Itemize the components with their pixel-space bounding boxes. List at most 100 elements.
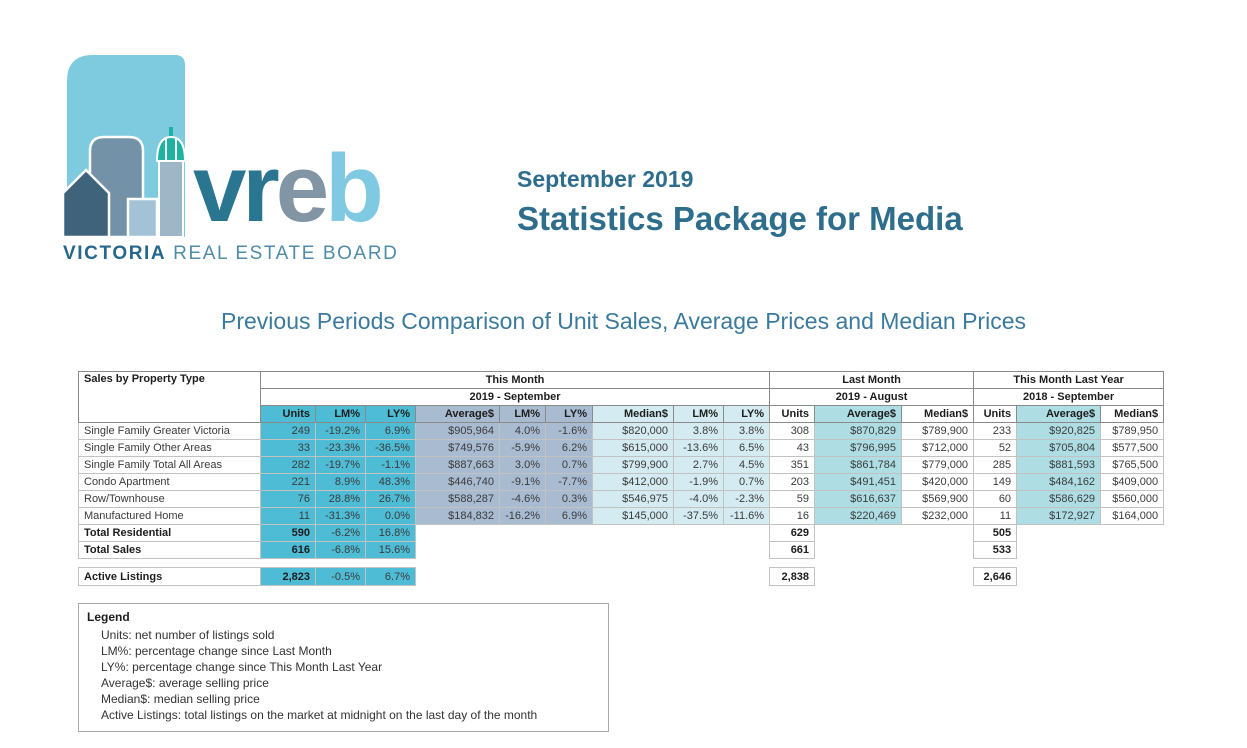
table-cell: $232,000 [901, 507, 975, 525]
table-cell [814, 541, 902, 559]
table-cell [1100, 541, 1164, 559]
title-block: September 2019 Statistics Package for Me… [517, 166, 963, 238]
table-cell: -31.3% [315, 507, 366, 525]
table-cell: $484,162 [1016, 473, 1102, 491]
table-cell: 590 [260, 524, 316, 542]
table-cell [723, 524, 770, 542]
table-cell [415, 524, 500, 542]
spacer-row [78, 558, 1164, 568]
table-cell: 233 [973, 422, 1018, 440]
row-label: Active Listings [78, 567, 261, 586]
table-cell: 43 [769, 439, 816, 457]
table-cell [673, 541, 724, 559]
column-header: LY% [365, 405, 416, 423]
column-header: Average$ [415, 405, 500, 423]
column-header: LY% [722, 405, 771, 423]
column-header: Units [769, 405, 816, 423]
dome-finial-icon [169, 127, 173, 139]
table-cell: 3.8% [673, 422, 724, 440]
vreb-logo: vreb VICTORIA REAL ESTATE BOARD [63, 53, 435, 271]
logo-wordmark: vreb [193, 141, 384, 237]
page-title: Statistics Package for Media [517, 200, 963, 237]
table-cell: -7.7% [545, 473, 593, 491]
table-cell: -19.7% [315, 456, 366, 474]
table-cell: -6.8% [315, 541, 366, 559]
row-label: Total Sales [78, 541, 261, 559]
stats-table-body: Single Family Greater Victoria 249 -19.2% 6… [78, 422, 1165, 586]
table-cell: -0.5% [315, 567, 366, 586]
legend-line: Median$: median selling price [101, 692, 260, 706]
table-cell [499, 524, 546, 542]
row-label: Total Residential [78, 524, 261, 542]
table-cell: $588,287 [415, 490, 500, 508]
table-cell: 149 [973, 473, 1018, 491]
column-header: Average$ [1016, 405, 1102, 423]
table-row: Row/Townhouse 76 28.8% 26.7% $588,287 -4.6% 0.… [78, 490, 1165, 508]
table-cell: -11.6% [722, 507, 771, 525]
table-cell [1016, 541, 1101, 559]
table-cell [78, 558, 1164, 568]
group-header: Last Month [769, 371, 975, 389]
group-header: This Month [259, 371, 771, 389]
table-cell: -19.2% [315, 422, 366, 440]
table-cell: 2,646 [973, 567, 1018, 586]
table-cell: $145,000 [592, 507, 674, 525]
table-cell [673, 567, 724, 586]
table-cell: 33 [260, 439, 316, 457]
table-cell: -13.6% [673, 439, 724, 457]
table-cell: 6.5% [722, 439, 771, 457]
logo-letter: vr [193, 135, 280, 242]
table-cell [673, 524, 724, 542]
table-cell: 0.3% [545, 490, 593, 508]
table-cell: $796,995 [814, 439, 903, 457]
table-cell: -1.6% [545, 422, 593, 440]
summary-row: Total Sales 616 -6.8% 15.6% 661 533 [78, 541, 1164, 559]
table-cell: $560,000 [1100, 490, 1165, 508]
table-cell: $712,000 [901, 439, 975, 457]
table-cell: $749,576 [415, 439, 500, 457]
table-cell: -1.1% [365, 456, 416, 474]
table-cell: 60 [973, 490, 1018, 508]
table-cell: 3.0% [499, 456, 546, 474]
column-header: Median$ [592, 405, 674, 423]
table-cell: $789,950 [1100, 422, 1165, 440]
org-name-victoria: VICTORIA [63, 243, 167, 264]
table-cell: $765,500 [1100, 456, 1165, 474]
table-cell: 282 [260, 456, 316, 474]
table-cell [592, 567, 674, 586]
column-header: Units [260, 405, 316, 423]
table-cell: $491,451 [814, 473, 903, 491]
table-cell: -36.5% [365, 439, 416, 457]
table-cell: 2,838 [769, 567, 816, 586]
table-cell [1100, 567, 1164, 586]
table-cell: 16 [769, 507, 816, 525]
table-cell: 285 [973, 456, 1018, 474]
table-cell: 533 [973, 541, 1018, 559]
logo-org-name: VICTORIA REAL ESTATE BOARD [63, 243, 398, 265]
table-cell: 59 [769, 490, 816, 508]
table-cell: $220,469 [814, 507, 903, 525]
table-cell: $446,740 [415, 473, 500, 491]
legend-line: LM%: percentage change since Last Month [101, 644, 332, 658]
table-cell: 629 [769, 524, 816, 542]
table-cell [901, 567, 974, 586]
table-cell [814, 524, 902, 542]
table-cell: 6.9% [545, 507, 593, 525]
table-cell: 2,823 [260, 567, 316, 586]
table-cell: $420,000 [901, 473, 975, 491]
table-cell: $586,629 [1016, 490, 1102, 508]
table-cell: 6.2% [545, 439, 593, 457]
table-cell: 16.8% [365, 524, 416, 542]
table-cell: $184,832 [415, 507, 500, 525]
table-cell: 11 [973, 507, 1018, 525]
table-cell [723, 567, 770, 586]
legend-box: Legend Units: net number of listings sol… [78, 603, 609, 732]
table-cell: $881,593 [1016, 456, 1102, 474]
table-cell: 3.8% [722, 422, 771, 440]
row-label: Row/Townhouse [78, 490, 261, 508]
table-cell: -2.3% [722, 490, 771, 508]
table-cell: 0.7% [722, 473, 771, 491]
table-cell: 2.7% [673, 456, 724, 474]
table-cell [545, 567, 593, 586]
table-cell: $164,000 [1100, 507, 1165, 525]
